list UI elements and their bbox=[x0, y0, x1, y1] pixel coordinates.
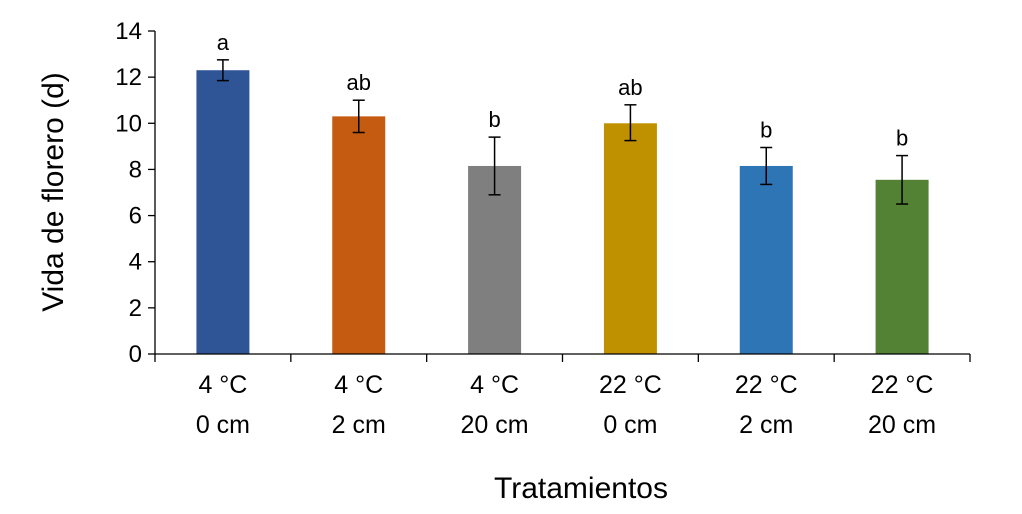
x-tick-label: 22 °C bbox=[735, 371, 798, 399]
x-axis-title: Tratamientos bbox=[494, 472, 668, 505]
x-tick-label: 2 cm bbox=[332, 411, 386, 439]
x-tick-label: 20 cm bbox=[868, 411, 936, 439]
x-tick-label: 22 °C bbox=[871, 371, 934, 399]
x-tick-label: 0 cm bbox=[196, 411, 250, 439]
bar bbox=[332, 116, 386, 354]
significance-label: ab bbox=[618, 75, 642, 100]
x-tick-label: 0 cm bbox=[603, 411, 657, 439]
x-tick-label: 4 °C bbox=[470, 371, 519, 399]
x-tick-label: 22 °C bbox=[599, 371, 662, 399]
x-tick-label: 2 cm bbox=[739, 411, 793, 439]
bars bbox=[196, 70, 929, 355]
y-tick-label: 4 bbox=[129, 249, 142, 276]
y-tick-label: 14 bbox=[115, 18, 142, 45]
bar bbox=[468, 165, 522, 354]
y-axis-ticks: 0 2 4 6 8 10 12 14 bbox=[115, 18, 155, 368]
error-bars bbox=[216, 59, 909, 205]
y-tick-label: 12 bbox=[115, 64, 142, 91]
axes bbox=[154, 31, 971, 362]
significance-label: b bbox=[760, 118, 772, 143]
x-tick-label: 4 °C bbox=[198, 371, 247, 399]
significance-label: b bbox=[896, 126, 908, 151]
significance-label: b bbox=[488, 107, 500, 132]
bar bbox=[196, 70, 250, 354]
y-tick-label: 6 bbox=[129, 203, 142, 230]
significance-label: a bbox=[217, 30, 230, 55]
bar bbox=[875, 179, 929, 354]
x-tick-label: 4 °C bbox=[334, 371, 383, 399]
x-axis-category-labels: 4 °C 0 cm 4 °C 2 cm 4 °C 20 cm 22 °C 0 cm 22 °C 2… bbox=[196, 371, 936, 439]
significance-label: ab bbox=[347, 70, 371, 95]
significance-letters: a ab b ab b b bbox=[217, 30, 908, 151]
y-axis-title: Vida de florero (d) bbox=[37, 72, 70, 312]
y-tick-label: 8 bbox=[129, 156, 142, 183]
y-tick-label: 10 bbox=[115, 110, 142, 137]
y-tick-label: 0 bbox=[129, 341, 142, 368]
x-tick-label: 20 cm bbox=[461, 411, 529, 439]
y-tick-label: 2 bbox=[129, 295, 142, 322]
bar bbox=[603, 123, 657, 355]
bar bbox=[739, 165, 793, 354]
